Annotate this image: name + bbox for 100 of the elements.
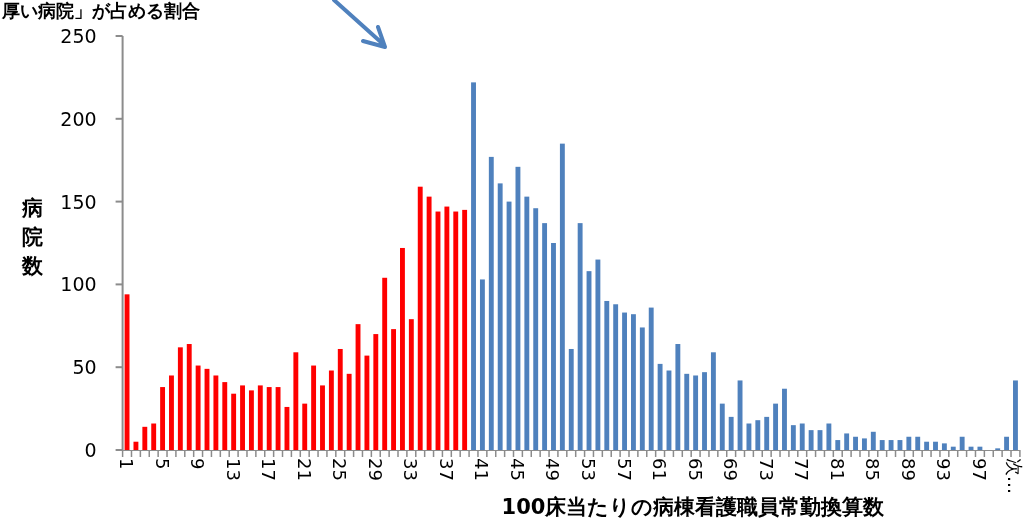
bar — [684, 373, 690, 450]
bar — [346, 373, 352, 450]
bar — [275, 387, 281, 450]
x-tick-label: 57 — [613, 458, 635, 481]
bar — [524, 196, 530, 450]
bar — [746, 423, 752, 450]
x-tick-label: 89 — [897, 458, 919, 481]
x-tick-label: 33 — [400, 458, 422, 481]
bar — [213, 375, 219, 450]
bar — [320, 385, 325, 450]
bar — [888, 440, 894, 450]
x-tick-label: 61 — [649, 458, 671, 481]
bar — [826, 423, 832, 450]
y-tick-label: 150 — [60, 190, 97, 213]
bar — [577, 223, 583, 450]
y-tick-label: 100 — [60, 273, 97, 296]
bar — [248, 390, 254, 450]
bar — [604, 300, 610, 450]
bar — [675, 344, 681, 450]
y-tick-label: 50 — [72, 356, 97, 379]
bar — [853, 436, 858, 450]
bar — [311, 365, 317, 450]
bar — [657, 363, 663, 450]
x-tick-label: 81 — [826, 458, 848, 481]
x-tick-label: 29 — [364, 458, 386, 481]
bar — [870, 431, 876, 450]
bar — [906, 436, 912, 450]
x-tick-label: 69 — [720, 458, 742, 481]
x-tick-label: 41 — [471, 458, 493, 481]
bar — [719, 403, 725, 450]
bar — [257, 385, 263, 450]
bar — [568, 348, 574, 450]
bar — [382, 277, 388, 450]
x-tick-label: 37 — [435, 458, 457, 481]
x-tick-label: 5 — [151, 458, 173, 470]
bar — [391, 329, 397, 450]
bar — [755, 420, 761, 450]
bar — [453, 211, 459, 450]
x-tick-label: 17 — [258, 458, 280, 481]
bar — [551, 243, 556, 450]
bar — [559, 143, 565, 450]
bar — [169, 375, 174, 450]
bar — [808, 430, 814, 450]
bar — [702, 372, 707, 450]
bar — [195, 365, 201, 450]
bar — [337, 348, 343, 450]
bar — [613, 304, 619, 450]
bar — [328, 370, 334, 450]
bar — [639, 327, 645, 450]
bar — [479, 279, 485, 450]
bar — [506, 201, 512, 450]
bar — [799, 423, 805, 450]
y-tick-label: 250 — [60, 25, 97, 47]
bar — [595, 259, 601, 450]
bar — [844, 433, 850, 450]
y-tick-label: 0 — [84, 439, 97, 461]
bar — [542, 223, 548, 450]
bar — [879, 440, 885, 450]
bar — [622, 312, 627, 450]
x-tick-label: 73 — [755, 458, 777, 481]
bar — [497, 183, 503, 450]
bar — [302, 403, 308, 450]
chart-title: 厚い病院」が占める割合 — [1, 0, 200, 21]
bar — [142, 426, 148, 450]
x-tick-label: 93 — [933, 458, 955, 481]
bar — [160, 387, 166, 450]
bar — [693, 375, 699, 450]
x-tick-label: 49 — [542, 458, 564, 481]
bar — [790, 425, 796, 450]
x-axis-title: 100床当たりの病棟看護職員常勤換算数 — [501, 495, 886, 519]
bar — [373, 334, 379, 450]
bar — [240, 385, 245, 450]
bar — [444, 206, 450, 450]
bar — [782, 388, 787, 450]
bar — [231, 393, 237, 450]
bar — [471, 82, 476, 450]
bar — [186, 344, 192, 450]
x-tick-label: 次… — [1004, 458, 1025, 494]
bar — [533, 208, 539, 450]
bar — [915, 436, 921, 450]
bar — [177, 347, 183, 450]
bar — [408, 319, 414, 450]
x-tick-label: 97 — [968, 458, 990, 481]
y-tick-label: 200 — [60, 107, 97, 130]
bar — [364, 355, 370, 450]
bar — [710, 352, 716, 450]
bar — [266, 387, 272, 450]
x-tick-label: 9 — [187, 458, 209, 470]
bar — [933, 441, 938, 450]
bar — [977, 446, 983, 450]
bar — [941, 443, 947, 450]
bar — [631, 314, 636, 450]
bar — [133, 441, 139, 450]
x-tick-label: 25 — [329, 458, 351, 481]
bar — [151, 423, 157, 450]
bar — [835, 440, 841, 450]
x-tick-label: 65 — [684, 458, 706, 481]
bar — [1004, 436, 1010, 450]
bar — [773, 403, 779, 450]
bar — [861, 438, 867, 450]
